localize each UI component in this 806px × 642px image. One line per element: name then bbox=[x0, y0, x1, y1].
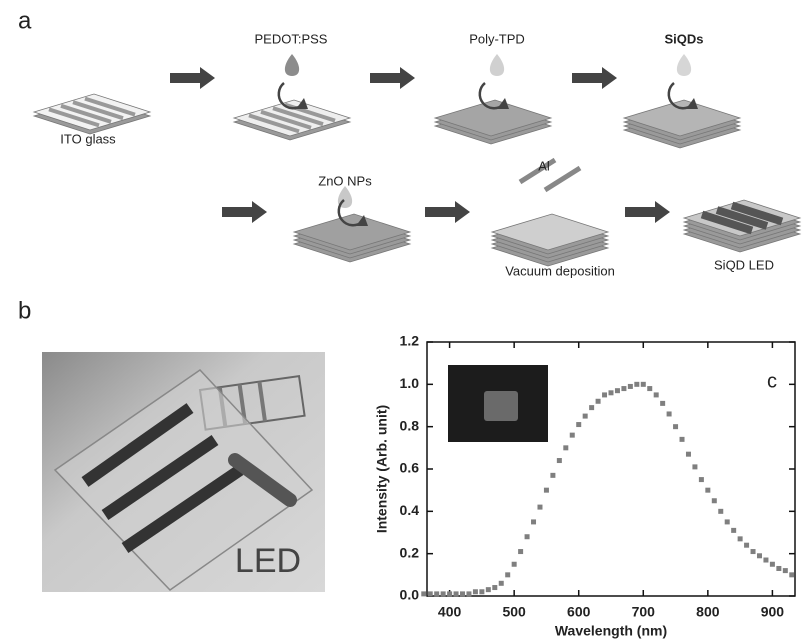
step-label: PEDOT:PSS bbox=[255, 31, 328, 46]
data-point bbox=[525, 534, 530, 539]
data-point bbox=[699, 477, 704, 482]
chart: c Wavelength (nm) Intensity (Arb. unit) … bbox=[374, 333, 795, 639]
step-label: Vacuum deposition bbox=[505, 263, 615, 278]
x-tick-label: 600 bbox=[567, 604, 591, 620]
data-point bbox=[667, 411, 672, 416]
data-point bbox=[692, 464, 697, 469]
y-tick-label: 0.6 bbox=[400, 460, 420, 476]
data-point bbox=[421, 591, 426, 596]
data-point bbox=[628, 384, 633, 389]
step-label: SiQDs bbox=[664, 31, 703, 46]
data-point bbox=[609, 390, 614, 395]
data-point bbox=[563, 445, 568, 450]
data-point bbox=[751, 549, 756, 554]
data-point bbox=[550, 473, 555, 478]
data-point bbox=[602, 392, 607, 397]
step-label: ZnO NPs bbox=[318, 173, 372, 188]
data-point bbox=[776, 566, 781, 571]
panel-label: b bbox=[18, 297, 31, 324]
data-point bbox=[537, 505, 542, 510]
x-tick-label: 700 bbox=[632, 604, 656, 620]
data-point bbox=[660, 401, 665, 406]
data-point bbox=[757, 553, 762, 558]
y-axis-label: Intensity (Arb. unit) bbox=[374, 405, 390, 533]
data-point bbox=[434, 591, 439, 596]
step-label: Al bbox=[538, 158, 550, 173]
x-tick-label: 400 bbox=[438, 604, 462, 620]
data-point bbox=[789, 572, 794, 577]
y-tick-label: 1.2 bbox=[400, 333, 420, 349]
data-point bbox=[705, 488, 710, 493]
data-point bbox=[615, 388, 620, 393]
data-point bbox=[544, 488, 549, 493]
process-arrow bbox=[170, 67, 215, 89]
panel-label: c bbox=[767, 370, 777, 392]
data-point bbox=[460, 591, 465, 596]
data-point bbox=[763, 558, 768, 563]
data-point bbox=[428, 591, 433, 596]
process-arrow bbox=[370, 67, 415, 89]
y-tick-label: 0.4 bbox=[400, 502, 420, 518]
data-point bbox=[589, 405, 594, 410]
figure: a b LED c Wavelength (nm) Intensity (Arb… bbox=[0, 0, 806, 642]
data-point bbox=[505, 572, 510, 577]
data-point bbox=[492, 585, 497, 590]
data-point bbox=[473, 589, 478, 594]
data-point bbox=[531, 519, 536, 524]
data-point bbox=[596, 399, 601, 404]
step-label: SiQD LED bbox=[714, 257, 774, 272]
y-tick-label: 0.0 bbox=[400, 587, 420, 603]
step-label: ITO glass bbox=[60, 131, 116, 146]
data-point bbox=[518, 549, 523, 554]
step-label: Poly-TPD bbox=[469, 31, 525, 46]
x-tick-label: 800 bbox=[696, 604, 720, 620]
data-point bbox=[738, 536, 743, 541]
photo-label: LED bbox=[235, 542, 301, 580]
data-point bbox=[680, 437, 685, 442]
data-point bbox=[557, 458, 562, 463]
data-point bbox=[731, 528, 736, 533]
inset-spot bbox=[484, 391, 518, 421]
data-point bbox=[718, 509, 723, 514]
data-point bbox=[783, 568, 788, 573]
data-point bbox=[725, 519, 730, 524]
x-axis-label: Wavelength (nm) bbox=[555, 623, 667, 639]
y-tick-label: 0.8 bbox=[400, 417, 420, 433]
photo: LED bbox=[42, 352, 325, 592]
drop bbox=[677, 54, 691, 76]
al-strip bbox=[545, 168, 580, 190]
y-tick-label: 1.0 bbox=[400, 375, 420, 391]
process-arrow bbox=[425, 201, 470, 223]
data-point bbox=[454, 591, 459, 596]
data-point bbox=[641, 382, 646, 387]
data-point bbox=[447, 591, 452, 596]
data-point bbox=[647, 386, 652, 391]
data-point bbox=[570, 433, 575, 438]
data-point bbox=[673, 424, 678, 429]
x-tick-label: 500 bbox=[502, 604, 526, 620]
data-point bbox=[712, 498, 717, 503]
data-point bbox=[686, 452, 691, 457]
panel-label: a bbox=[18, 7, 32, 34]
data-point bbox=[479, 589, 484, 594]
data-point bbox=[512, 562, 517, 567]
process-arrow bbox=[625, 201, 670, 223]
x-tick-label: 900 bbox=[761, 604, 785, 620]
process-arrow bbox=[222, 201, 267, 223]
drop bbox=[490, 54, 504, 76]
data-point bbox=[621, 386, 626, 391]
data-point bbox=[583, 414, 588, 419]
process-arrow bbox=[572, 67, 617, 89]
drop bbox=[285, 54, 299, 76]
data-point bbox=[499, 581, 504, 586]
data-point bbox=[576, 422, 581, 427]
data-point bbox=[466, 591, 471, 596]
data-point bbox=[441, 591, 446, 596]
y-tick-label: 0.2 bbox=[400, 544, 420, 560]
data-point bbox=[744, 543, 749, 548]
data-point bbox=[770, 562, 775, 567]
data-point bbox=[634, 382, 639, 387]
data-point bbox=[654, 392, 659, 397]
data-point bbox=[486, 587, 491, 592]
